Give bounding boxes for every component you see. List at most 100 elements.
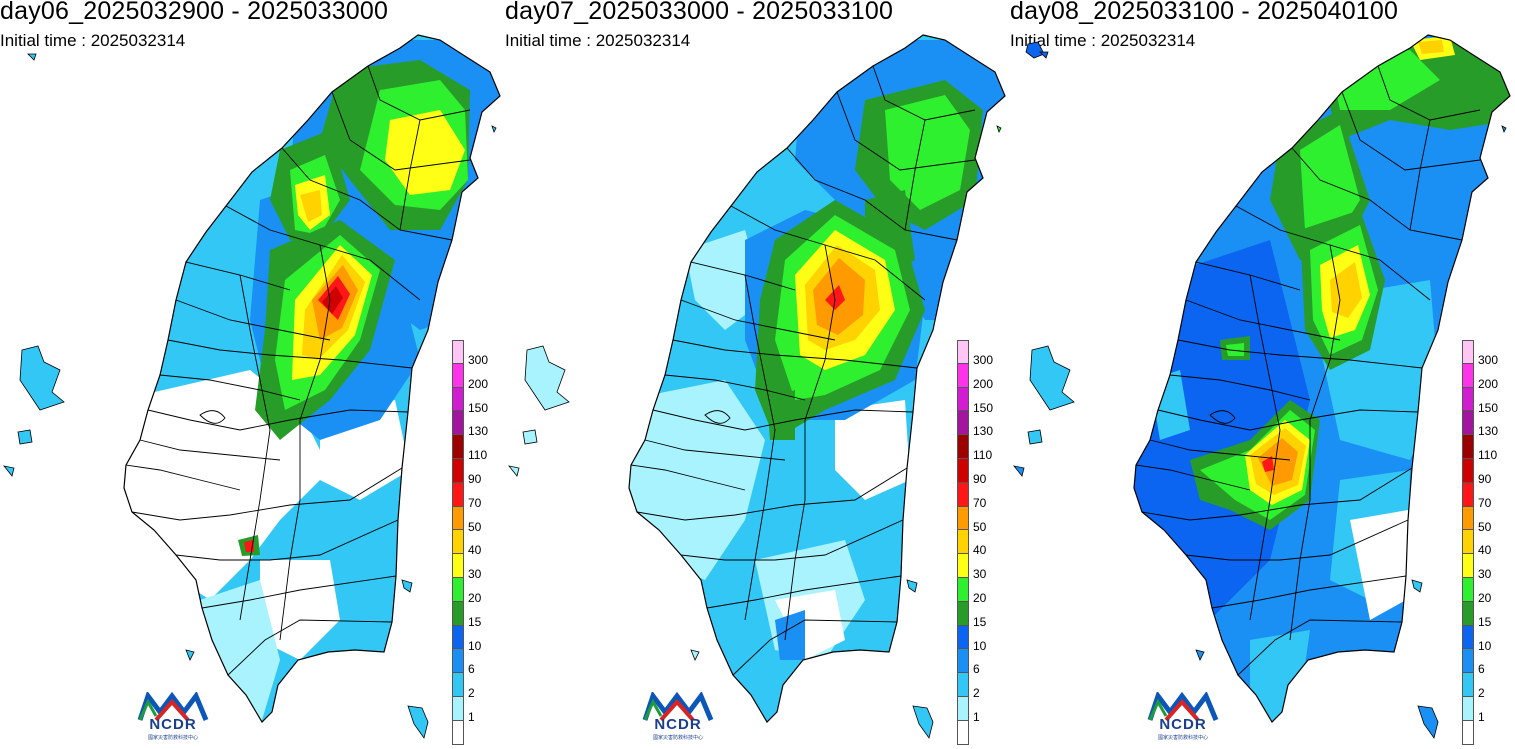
logo-subtitle: 國家災害防救科技中心	[652, 735, 703, 741]
legend-item: 90	[452, 458, 505, 486]
legend-item	[957, 720, 1010, 745]
legend-swatch	[1462, 577, 1474, 602]
legend-label: 300	[973, 353, 994, 367]
legend-item: 15	[452, 601, 505, 629]
initial-time: Initial time : 2025032314	[1010, 31, 1196, 50]
logo-mark-icon	[137, 690, 209, 722]
legend-label: 70	[973, 495, 987, 510]
legend: 300 200 150 130 110 90 70 50 40 30 20 15 10 6 2 1	[1462, 340, 1515, 745]
logo-mark-icon	[642, 690, 714, 722]
legend-item: 10	[957, 625, 1010, 653]
rainfall-map	[508, 34, 1006, 739]
legend-item: 150	[452, 387, 505, 415]
legend-swatch	[452, 577, 464, 602]
legend-label: 10	[973, 638, 987, 653]
legend-swatch	[1462, 554, 1474, 578]
legend-item: 20	[957, 577, 1010, 605]
legend-label: 40	[468, 543, 482, 558]
legend-swatch	[957, 435, 969, 459]
legend-swatch	[957, 482, 969, 507]
legend-item: 30	[957, 554, 1010, 582]
legend-swatch	[1462, 506, 1474, 531]
legend-item: 2	[1462, 673, 1515, 701]
legend-item: 2	[452, 673, 505, 701]
legend-label: 30	[468, 567, 482, 582]
legend-swatch	[957, 673, 969, 697]
legend-swatch	[1462, 601, 1474, 626]
legend-label: 150	[468, 400, 489, 415]
legend-label: 15	[973, 614, 987, 629]
legend-label: 90	[468, 471, 482, 486]
legend-swatch	[957, 387, 969, 412]
legend-swatch	[452, 530, 464, 555]
legend-label: 50	[468, 519, 482, 534]
legend-label: 110	[973, 448, 993, 463]
legend-swatch	[452, 720, 464, 745]
legend-swatch	[452, 363, 464, 388]
legend-label: 110	[468, 448, 488, 463]
legend-swatch	[452, 649, 464, 674]
initial-time: Initial time : 2025032314	[0, 31, 186, 50]
legend-swatch	[1462, 340, 1474, 364]
legend-swatch	[957, 601, 969, 626]
legend-item	[1462, 720, 1515, 745]
legend-swatch	[957, 340, 969, 364]
legend-label: 2	[1478, 686, 1485, 701]
legend-label: 200	[1478, 376, 1499, 391]
ncdr-logo: NCDR 國家災害防救科技中心	[1144, 690, 1224, 744]
legend-label: 50	[1478, 519, 1492, 534]
legend-swatch	[452, 673, 464, 697]
legend-item: 40	[452, 530, 505, 558]
legend-item: 110	[1462, 435, 1515, 462]
legend-item: 300	[1462, 340, 1515, 367]
legend-swatch	[452, 387, 464, 412]
legend-item: 50	[957, 506, 1010, 534]
legend-label: 200	[973, 376, 994, 391]
legend-swatch	[1462, 696, 1474, 721]
legend-swatch	[1462, 625, 1474, 650]
panel-day06: day06_2025032900 - 2025033000 Initial ti…	[0, 0, 505, 749]
legend-item: 1	[452, 696, 505, 724]
legend-label: 6	[973, 662, 980, 677]
logo-subtitle: 國家災害防救科技中心	[147, 735, 198, 741]
legend-swatch	[957, 554, 969, 578]
legend-swatch	[1462, 458, 1474, 483]
legend-label: 30	[973, 567, 987, 582]
legend-item: 90	[957, 458, 1010, 486]
legend-label: 300	[1478, 353, 1499, 367]
legend-label: 50	[973, 519, 987, 534]
legend-item: 1	[1462, 696, 1515, 724]
logo-mark-icon	[1147, 690, 1219, 722]
legend-item: 1	[957, 696, 1010, 724]
legend-item: 50	[1462, 506, 1515, 534]
legend-item: 130	[1462, 411, 1515, 438]
legend-label: 200	[468, 376, 489, 391]
legend-swatch	[1462, 482, 1474, 507]
logo-text: NCDR	[149, 716, 197, 733]
legend-label: 40	[1478, 543, 1492, 558]
legend-item: 70	[452, 482, 505, 510]
logo-text: NCDR	[1159, 716, 1207, 733]
legend-item: 300	[452, 340, 505, 367]
legend-item: 30	[1462, 554, 1515, 581]
legend-item: 6	[957, 649, 1010, 677]
panel-title: day07_2025033000 - 2025033100	[505, 0, 894, 25]
legend-label: 2	[468, 686, 475, 701]
legend-label: 130	[973, 424, 994, 439]
legend-label: 40	[973, 543, 987, 558]
legend-label: 90	[973, 471, 987, 486]
rainfall-map	[3, 34, 501, 739]
legend-swatch	[957, 506, 969, 531]
legend-label: 70	[468, 495, 482, 510]
legend-item	[452, 720, 505, 745]
legend-item: 70	[1462, 482, 1515, 510]
legend-label: 150	[973, 400, 994, 415]
legend-label: 6	[1478, 662, 1485, 677]
legend-label: 20	[468, 590, 482, 605]
legend-item: 6	[1462, 649, 1515, 677]
initial-time: Initial time : 2025032314	[505, 31, 691, 50]
legend-item: 110	[452, 435, 505, 463]
legend-swatch	[452, 601, 464, 626]
legend-swatch	[1462, 673, 1474, 697]
legend-item: 70	[957, 482, 1010, 510]
